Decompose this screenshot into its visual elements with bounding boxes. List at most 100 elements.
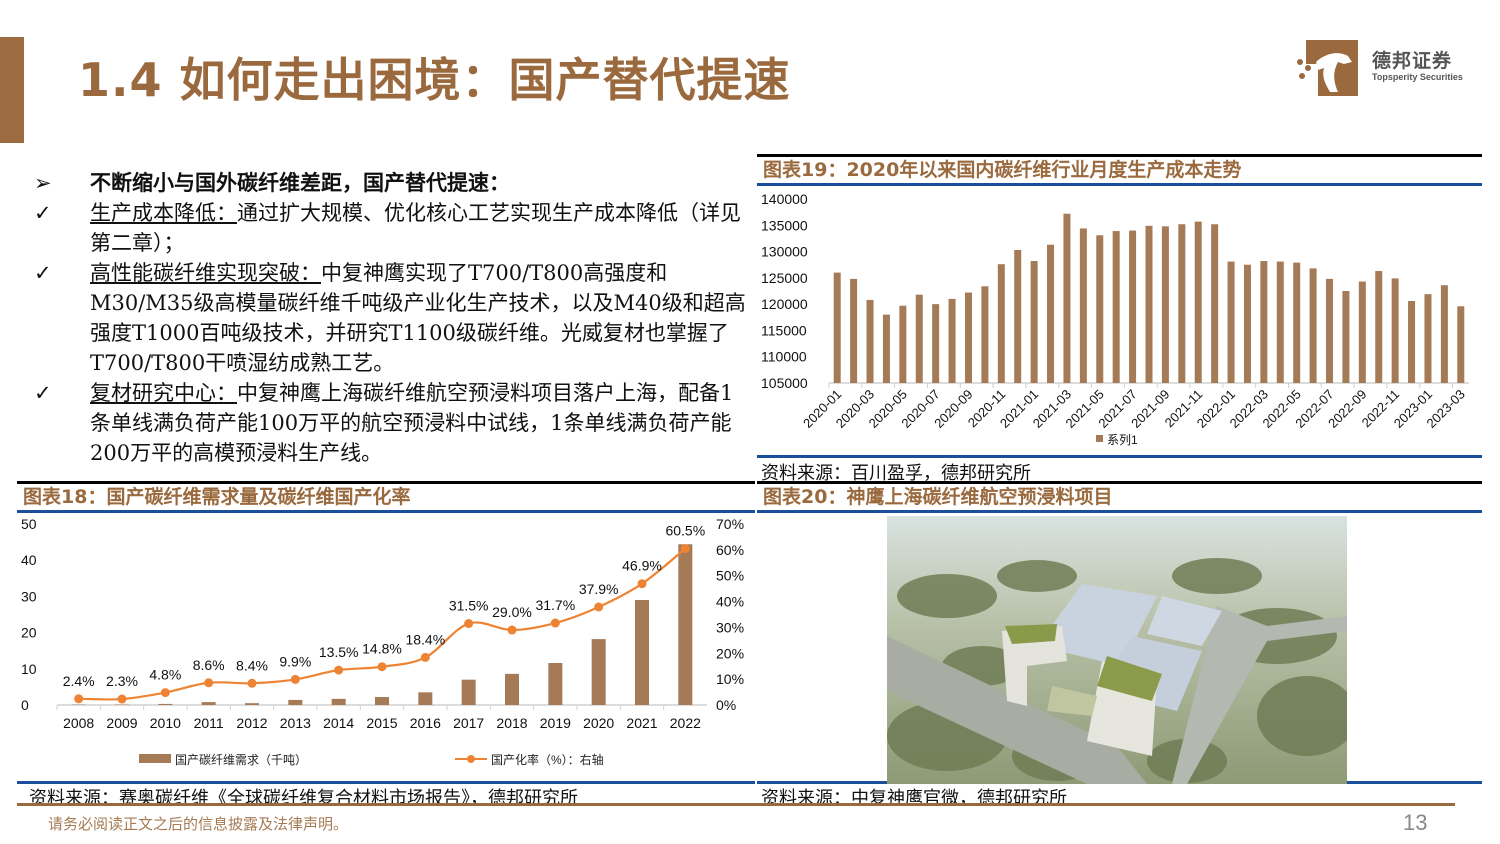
y-right-tick-label: 70% [716,516,744,532]
bar [1440,285,1448,383]
data-label: 8.6% [193,657,225,673]
bullet-label: 复材研究中心： [90,381,237,405]
x-tick-label: 2013 [280,715,311,731]
line-point [594,602,604,612]
bar [948,298,956,383]
data-label: 18.4% [405,631,445,647]
bar [1227,261,1235,383]
bar [1358,281,1366,383]
line-point [377,662,387,672]
legend-line-marker-icon [467,755,475,763]
x-tick-label: 2021 [626,715,657,731]
bar [866,299,874,383]
check-icon: ✓ [34,261,52,285]
data-label: 29.0% [492,604,532,620]
y-left-tick-label: 0 [21,697,29,713]
figure18-title: 图表18：国产碳纤维需求量及碳纤维国产化率 [23,486,411,508]
data-label: 60.5% [665,523,705,539]
bullet-label: 高性能碳纤维实现突破： [90,261,321,285]
line-point [680,544,690,554]
bar [1161,226,1169,383]
logo-english-name: Topsperity Securities [1372,72,1463,82]
figure18-source-rule [17,781,755,784]
bar [1112,231,1120,383]
bullet-headline: ➢ 不断缩小与国外碳纤维差距，国产替代提速： [34,168,746,198]
line-point [464,619,474,629]
legend-label: 系列1 [1107,433,1138,447]
bar [1096,235,1104,383]
data-label: 13.5% [319,644,359,660]
bar [1047,244,1055,383]
line-point [420,652,430,662]
y-right-tick-label: 40% [716,594,744,610]
data-label: 46.9% [622,558,662,574]
logo-chinese-name: 德邦证券 [1372,50,1453,72]
bar [1145,225,1153,383]
bar [1276,261,1284,383]
y-tick-label: 120000 [761,296,808,312]
bullet-item: ✓ 高性能碳纤维实现突破：中复神鹰实现了T700/T800高强度和M30/M35… [34,258,746,378]
demand-bar [158,703,173,705]
x-tick-label: 2011 [194,715,224,731]
x-tick-label: 2018 [496,715,527,731]
data-label: 4.8% [149,667,181,683]
bullet-text: 通过扩大规模、优化核心工艺实现生产成本降低（详见第二章）； [90,201,741,255]
bar [915,294,923,383]
bullet-list: ➢ 不断缩小与国外碳纤维差距，国产替代提速： ✓ 生产成本降低：通过扩大规模、优… [34,168,746,468]
demand-bar [678,544,693,705]
figure20-title-block: 图表20：神鹰上海碳纤维航空预浸料项目 [757,481,1482,513]
y-tick-label: 130000 [761,244,808,260]
line-point [247,678,257,688]
x-tick-label: 2009 [106,715,137,731]
x-tick-label: 2012 [236,715,267,731]
bar [1342,291,1350,383]
figure18-combo-chart: 0 10 20 30 40 50 0% 10% 20% 30% 40% 50% 60% 70% 2008 20… [21,516,744,767]
y-tick-label: 125000 [761,270,808,286]
page-title: 1.4 如何走出困境：国产替代提速 [78,53,791,107]
bar [1326,278,1334,383]
x-tick-label: 2016 [410,715,441,731]
y-tick-label: 140000 [761,191,808,207]
line-point [204,678,214,688]
y-right-tick-label: 60% [716,542,744,558]
bar [1457,306,1465,383]
demand-bar [288,699,303,705]
x-tick-label: 2014 [323,715,354,731]
data-label: 2.4% [63,673,95,689]
bar [981,286,989,383]
bar [1375,271,1383,383]
y-right-tick-label: 50% [716,568,744,584]
y-tick-label: 110000 [761,349,807,365]
y-right-tick-label: 30% [716,619,744,635]
bar [1293,262,1301,383]
bar [1211,224,1219,383]
bar [997,264,1005,383]
legend-swatch [1096,435,1103,442]
bar [882,314,890,383]
y-left-tick-label: 20 [21,625,37,641]
y-left-tick-label: 10 [21,661,37,677]
legend-line-label: 国产化率（%）：右轴 [491,752,604,767]
figure19-source-rule [757,455,1482,458]
demand-bar [245,703,259,705]
data-label: 37.9% [579,581,619,597]
y-left-tick-label: 30 [21,588,37,604]
line-point [550,618,560,628]
line-point [74,694,84,704]
bullet-text: 中复神鹰实现了T700/T800高强度和M30/M35级高模量碳纤维千吨级产业化… [90,261,746,375]
bullet-item: ✓ 生产成本降低：通过扩大规模、优化核心工艺实现生产成本降低（详见第二章）； [34,198,746,258]
data-label: 2.3% [106,673,138,689]
demand-bar [548,663,563,705]
figure20-title: 图表20：神鹰上海碳纤维航空预浸料项目 [763,486,1113,508]
bar [1243,264,1251,383]
factory-rendering-image [887,516,1347,784]
demand-bar [591,639,606,705]
bar [1194,221,1202,383]
bar [1014,249,1022,383]
legend-bar-swatch [139,754,171,763]
line-point [507,625,517,635]
demand-bar [375,697,389,705]
bar [1079,228,1087,383]
y-left-tick-label: 50 [21,516,37,532]
x-tick-label: 2022 [670,715,701,731]
